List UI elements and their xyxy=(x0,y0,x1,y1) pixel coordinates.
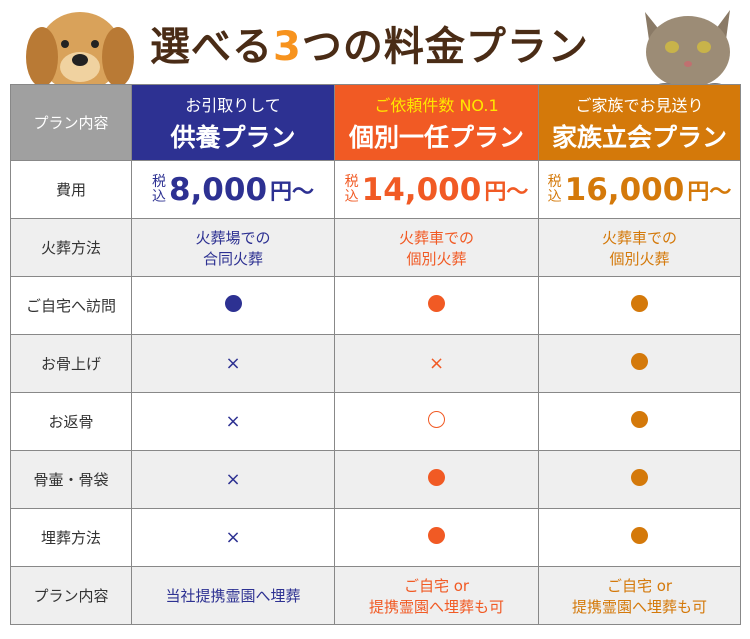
row-label: 埋葬方法 xyxy=(10,508,132,567)
plan-header-kobetsu: ご依頼件数 NO.1 個別一任プラン xyxy=(334,84,539,161)
feature-cell: × xyxy=(131,334,335,393)
cross-icon: × xyxy=(428,353,445,374)
table-row: 骨壷・骨袋 × xyxy=(10,450,741,509)
table-row: お返骨 × xyxy=(10,392,741,451)
feature-cell: × xyxy=(131,508,335,567)
cross-icon: × xyxy=(225,469,241,490)
feature-cell: × xyxy=(131,450,335,509)
cross-icon: × xyxy=(225,527,241,548)
price-kazoku: 税込 16,000 円～ xyxy=(538,160,741,219)
plan-header-kuyo: お引取りして 供養プラン xyxy=(131,84,335,161)
cremation-kuyo: 火葬場での 合同火葬 xyxy=(131,218,335,277)
plan-content-kazoku: ご自宅 or 提携霊園へ埋葬も可 xyxy=(538,566,741,625)
cross-icon: × xyxy=(225,411,241,432)
filled-circle-icon xyxy=(428,469,445,486)
header-label: プラン内容 xyxy=(10,84,132,161)
filled-circle-icon xyxy=(224,295,242,312)
feature-cell xyxy=(131,276,335,335)
feature-cell xyxy=(538,392,741,451)
row-label: お返骨 xyxy=(10,392,132,451)
cross-icon: × xyxy=(225,353,241,374)
plan-content-kuyo: 当社提携霊園へ埋葬 xyxy=(131,566,335,625)
row-label: 骨壷・骨袋 xyxy=(10,450,132,509)
feature-cell xyxy=(334,276,539,335)
price-kobetsu: 税込 14,000 円～ xyxy=(334,160,539,219)
plan-header-kazoku: ご家族でお見送り 家族立会プラン xyxy=(538,84,741,161)
filled-circle-icon xyxy=(631,295,648,312)
feature-cell xyxy=(538,508,741,567)
page-title: 選べる3つの料金プラン xyxy=(150,24,589,70)
row-label-plan-content: プラン内容 xyxy=(10,566,132,625)
feature-cell xyxy=(334,508,539,567)
plan-comparison-table: プラン内容 お引取りして 供養プラン ご依頼件数 NO.1 個別一任プラン ご家族で… xyxy=(10,84,741,625)
row-label: お骨上げ xyxy=(10,334,132,393)
filled-circle-icon xyxy=(631,353,648,370)
row-label: ご自宅へ訪問 xyxy=(10,276,132,335)
filled-circle-icon xyxy=(631,411,648,428)
cremation-kazoku: 火葬車での 個別火葬 xyxy=(538,218,741,277)
feature-cell xyxy=(538,450,741,509)
price-kuyo: 税込 8,000 円～ xyxy=(131,160,335,219)
plan-content-kobetsu: ご自宅 or 提携霊園へ埋葬も可 xyxy=(334,566,539,625)
table-row: 埋葬方法 × xyxy=(10,508,741,567)
cat-image xyxy=(645,10,730,97)
feature-cell: × xyxy=(334,334,539,393)
filled-circle-icon xyxy=(631,469,648,486)
feature-cell xyxy=(334,392,539,451)
feature-cell: × xyxy=(131,392,335,451)
table-row: ご自宅へ訪問 xyxy=(10,276,741,335)
open-circle-icon xyxy=(428,411,445,428)
row-label-cremation: 火葬方法 xyxy=(10,218,132,277)
table-row: お骨上げ × × xyxy=(10,334,741,393)
row-label-fee: 費用 xyxy=(10,160,132,219)
filled-circle-icon xyxy=(631,527,648,544)
feature-cell xyxy=(538,334,741,393)
cremation-kobetsu: 火葬車での 個別火葬 xyxy=(334,218,539,277)
filled-circle-icon xyxy=(428,295,445,312)
feature-cell xyxy=(538,276,741,335)
feature-cell xyxy=(334,450,539,509)
filled-circle-icon xyxy=(428,527,445,544)
